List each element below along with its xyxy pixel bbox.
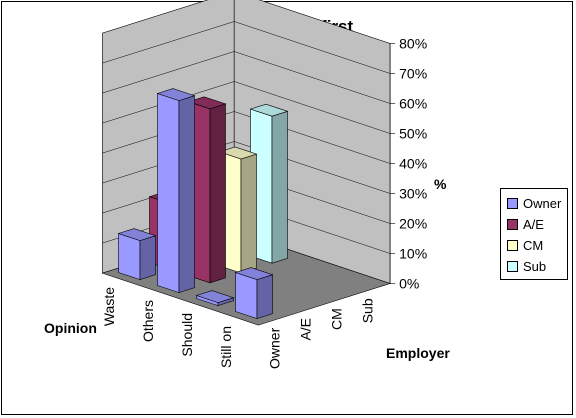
bar-owner-should [195, 290, 235, 307]
bar-owner-still-on [234, 267, 274, 320]
category-label: Others [140, 300, 156, 342]
legend-swatch [507, 197, 518, 209]
legend-item: A/E [507, 216, 544, 232]
y-axis-title: % [434, 176, 447, 192]
legend: Owner A/E CM Sub [500, 188, 568, 280]
y-axis-ticks: 0% 10% 20% 30% 40% 50% 60% 70% 80% [390, 35, 427, 291]
bar-owner-others [156, 88, 196, 294]
category-labels: Still on Should Others Waste [101, 287, 234, 368]
y-tick-label: 20% [399, 215, 427, 231]
series-label: A/E [297, 318, 313, 341]
legend-item: CM [507, 237, 544, 253]
gridline [102, 141, 391, 194]
legend-label: A/E [523, 216, 544, 232]
y-tick-label: 70% [399, 65, 427, 81]
legend-swatch [507, 239, 518, 251]
category-label: Still on [218, 326, 234, 368]
gridline [102, 21, 391, 74]
gridline [102, 51, 391, 104]
legend-swatch [507, 260, 518, 272]
legend-item: Owner [507, 195, 562, 211]
legend-item: Sub [507, 258, 547, 274]
y-tick-label: 60% [399, 95, 427, 111]
y-tick-label: 50% [399, 125, 427, 141]
series-label: Sub [359, 298, 375, 323]
legend-label: CM [523, 237, 544, 253]
series-label: Owner [266, 327, 282, 369]
legend-label: Owner [523, 195, 562, 211]
y-tick-label: 40% [399, 155, 427, 171]
y-tick-label: 0% [399, 275, 419, 291]
chart-bars [117, 88, 289, 320]
category-label: Waste [101, 287, 117, 326]
y-tick-label: 30% [399, 185, 427, 201]
legend-swatch [507, 218, 518, 230]
gridline [102, 81, 391, 134]
bar-owner-waste [117, 228, 157, 281]
legend-label: Sub [523, 258, 547, 274]
series-label: CM [328, 308, 344, 330]
x-axis-title: Opinion [44, 320, 97, 336]
gridline [102, 111, 391, 164]
y-tick-label: 10% [399, 245, 427, 261]
series-labels: Owner A/E CM Sub [266, 298, 375, 369]
y-tick-label: 80% [399, 35, 427, 51]
depth-axis-title: Employer [386, 345, 450, 361]
category-label: Should [179, 313, 195, 357]
